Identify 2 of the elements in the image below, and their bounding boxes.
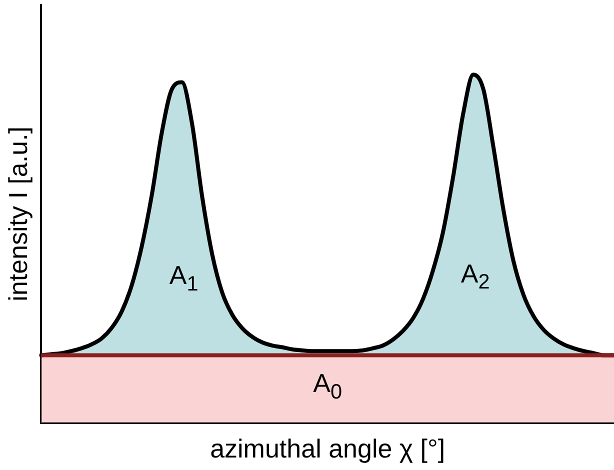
- y-axis-title: intensity I [a.u.]: [2, 126, 33, 302]
- x-axis-title: azimuthal angle χ [°]: [210, 434, 446, 464]
